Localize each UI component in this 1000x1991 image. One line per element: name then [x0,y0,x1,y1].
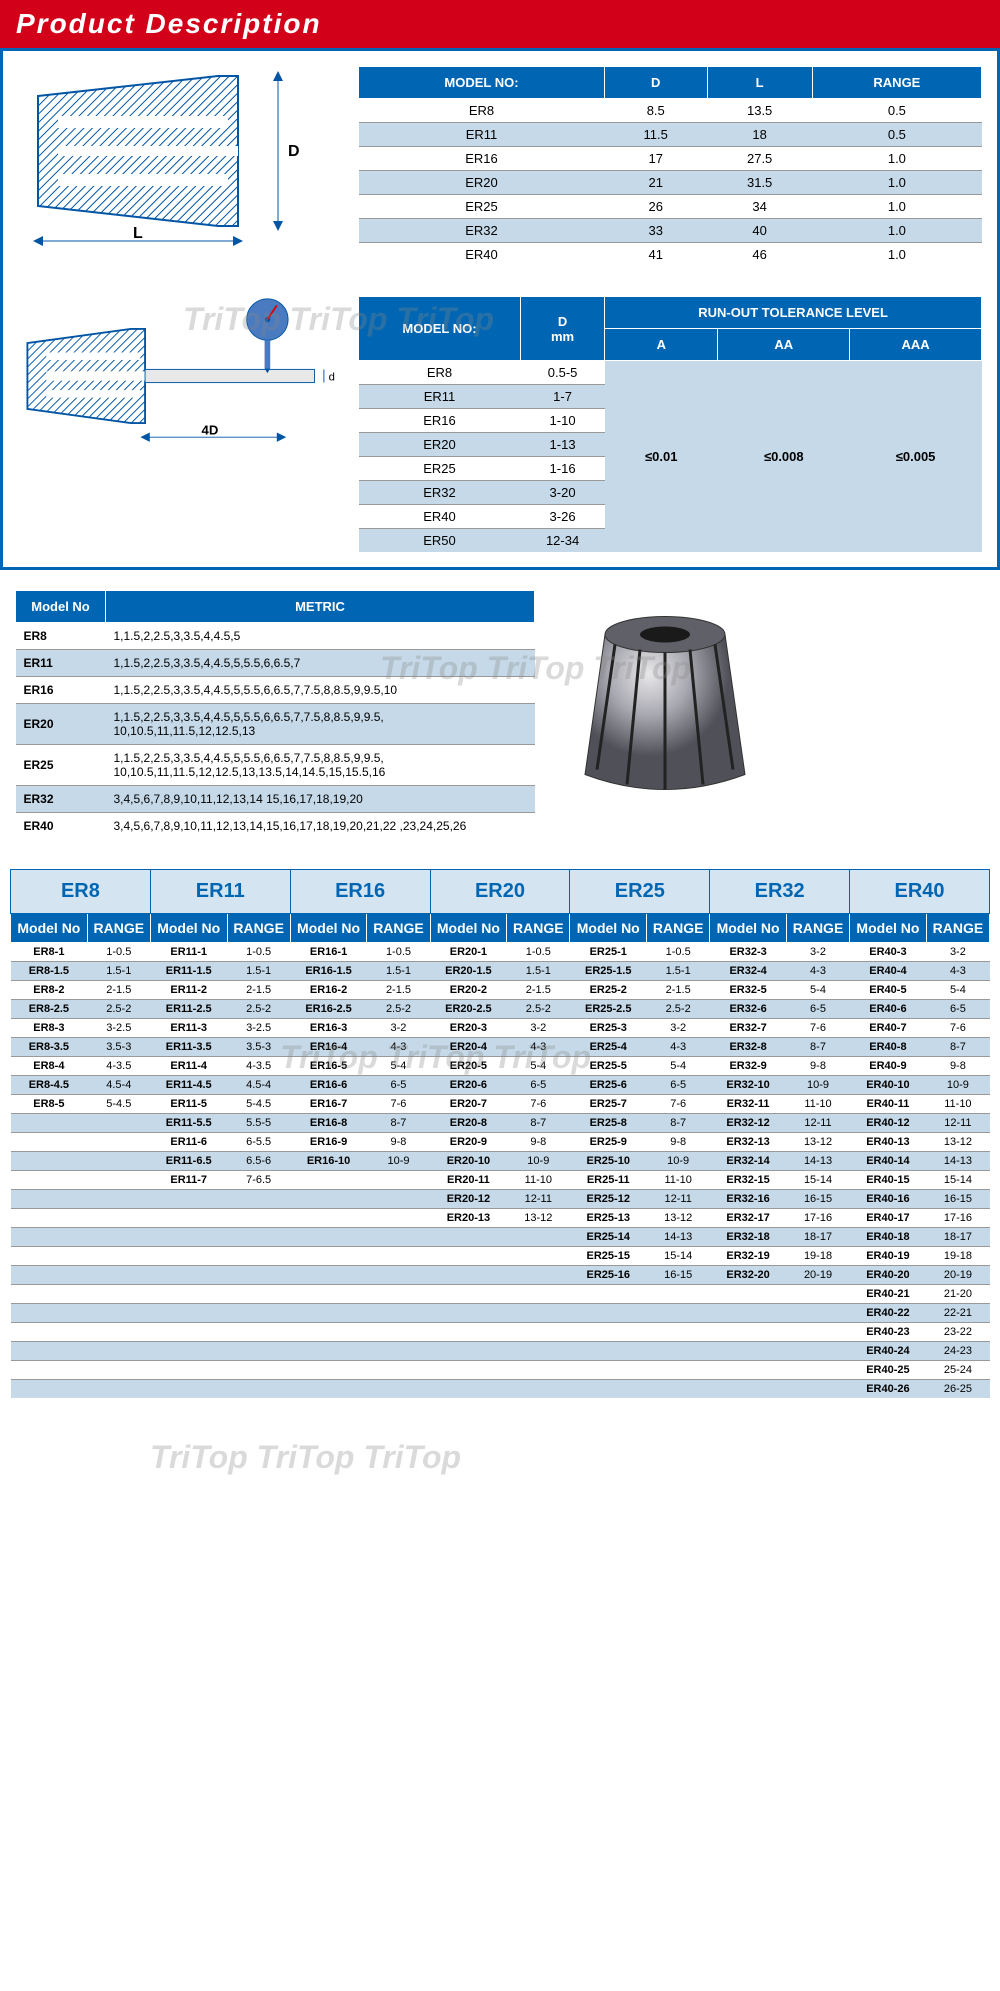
group-header: ER40 [850,870,990,914]
svg-text:d: d [329,372,335,384]
table-row: ER11-77-6.5ER20-1111-10ER25-1111-10ER32-… [11,1171,990,1190]
table-row: ER251,1.5,2,2.5,3,3.5,4,4.5,5,5.5,6,6.5,… [16,745,535,786]
th-model: MODEL NO: [359,297,521,361]
th-metric: METRIC [106,591,535,623]
table-row: ER8-55-4.5ER11-55-4.5ER16-77-6ER20-77-6E… [11,1095,990,1114]
group-header: ER8 [11,870,151,914]
th-d: D mm [521,297,605,361]
table-row: ER323,4,5,6,7,8,9,10,11,12,13,14 15,16,1… [16,786,535,813]
table-row: ER8-2.52.5-2ER11-2.52.5-2ER16-2.52.5-2ER… [11,1000,990,1019]
th-aaa: AAA [850,329,982,361]
section-metric: TriTop TriTop TriTop Model No METRIC ER8… [0,570,1000,859]
th-a: A [605,329,718,361]
table-row: ER111,1.5,2,2.5,3,3.5,4,4.5,5,5.5,6,6.5,… [16,650,535,677]
table-row: ER20-1313-12ER25-1313-12ER32-1717-16ER40… [11,1209,990,1228]
product-description-header: Product Description [0,0,1000,48]
table-row: ER161,1.5,2,2.5,3,3.5,4,4.5,5,5.5,6,6.5,… [16,677,535,704]
table-row: ER202131.51.0 [359,171,982,195]
metric-table: Model No METRIC ER81,1.5,2,2.5,3,3.5,4,4… [15,590,535,839]
diagrams-column: D L d 4D [18,66,338,552]
table-row: ER8-4.54.5-4ER11-4.54.5-4ER16-66-5ER20-6… [11,1076,990,1095]
table-row: ER25-1515-14ER32-1919-18ER40-1919-18 [11,1247,990,1266]
table-row: ER80.5-5≤0.01≤0.008≤0.005 [359,361,982,385]
th: RANGE [812,67,981,99]
table-row: ER40-2222-21 [11,1304,990,1323]
collet-diagram-dl: D L [18,66,338,246]
table-row: ER8-11-0.5ER11-11-0.5ER16-11-0.5ER20-11-… [11,943,990,962]
th-model: Model No [16,591,106,623]
table-row: ER11-6.56.5-6ER16-1010-9ER20-1010-9ER25-… [11,1152,990,1171]
svg-text:L: L [133,225,143,242]
tables1-column: MODEL NO:DLRANGE ER88.513.50.5ER1111.518… [358,66,982,552]
table-row: ER4041461.0 [359,243,982,267]
table-row: ER88.513.50.5 [359,99,982,123]
table-row: ER11-66-5.5ER16-99-8ER20-99-8ER25-99-8ER… [11,1133,990,1152]
watermark: TriTop TriTop TriTop [150,1439,461,1476]
big-range-table: ER8ER11ER16ER20ER25ER32ER40 Model NoRANG… [10,869,990,1398]
table-row: ER40-2424-23 [11,1342,990,1361]
th: L [707,67,812,99]
table-row: ER20-1212-11ER25-1212-11ER32-1616-15ER40… [11,1190,990,1209]
table-row: ER40-2626-25 [11,1380,990,1399]
group-header: ER20 [430,870,570,914]
collet-diagram-runout: d 4D [18,296,338,465]
th: MODEL NO: [359,67,605,99]
table-row: ER8-33-2.5ER11-33-2.5ER16-33-2ER20-33-2E… [11,1019,990,1038]
table-row: ER11-5.55.5-5ER16-88-7ER20-88-7ER25-88-7… [11,1114,990,1133]
collet-photo [555,590,775,839]
table-row: ER40-2121-20 [11,1285,990,1304]
group-header: ER16 [290,870,430,914]
th: D [604,67,707,99]
table-row: ER81,1.5,2,2.5,3,3.5,4,4.5,5 [16,623,535,650]
table-row: ER25-1616-15ER32-2020-19ER40-2020-19 [11,1266,990,1285]
table-row: ER403,4,5,6,7,8,9,10,11,12,13,14,15,16,1… [16,813,535,840]
table-row: ER2526341.0 [359,195,982,219]
table-row: ER1111.5180.5 [359,123,982,147]
table-row: ER3233401.0 [359,219,982,243]
table-row: ER8-44-3.5ER11-44-3.5ER16-55-4ER20-55-4E… [11,1057,990,1076]
table-row: ER25-1414-13ER32-1818-17ER40-1818-17 [11,1228,990,1247]
section-diagrams-tables: TriTop TriTop TriTop D L [0,48,1000,570]
table-row: ER201,1.5,2,2.5,3,3.5,4,4.5,5,5.5,6,6.5,… [16,704,535,745]
group-header: ER32 [710,870,850,914]
table-row: ER40-2525-24 [11,1361,990,1380]
table-row: ER8-22-1.5ER11-22-1.5ER16-22-1.5ER20-22-… [11,981,990,1000]
group-header: ER11 [150,870,290,914]
table-row: ER161727.51.0 [359,147,982,171]
runout-table: MODEL NO: D mm RUN-OUT TOLERANCE LEVEL A… [358,296,982,552]
table-row: ER40-2323-22 [11,1323,990,1342]
svg-text:4D: 4D [202,422,219,437]
header-title: Product Description [16,8,322,39]
table-row: ER8-3.53.5-3ER11-3.53.5-3ER16-44-3ER20-4… [11,1038,990,1057]
table-row: ER8-1.51.5-1ER11-1.51.5-1ER16-1.51.5-1ER… [11,962,990,981]
th-tol-title: RUN-OUT TOLERANCE LEVEL [605,297,982,329]
th-aa: AA [718,329,850,361]
svg-text:D: D [288,143,300,160]
group-header: ER25 [570,870,710,914]
section-big-table: TriTop TriTop TriTop TriTop TriTop TriTo… [0,859,1000,1408]
dimensions-table: MODEL NO:DLRANGE ER88.513.50.5ER1111.518… [358,66,982,266]
